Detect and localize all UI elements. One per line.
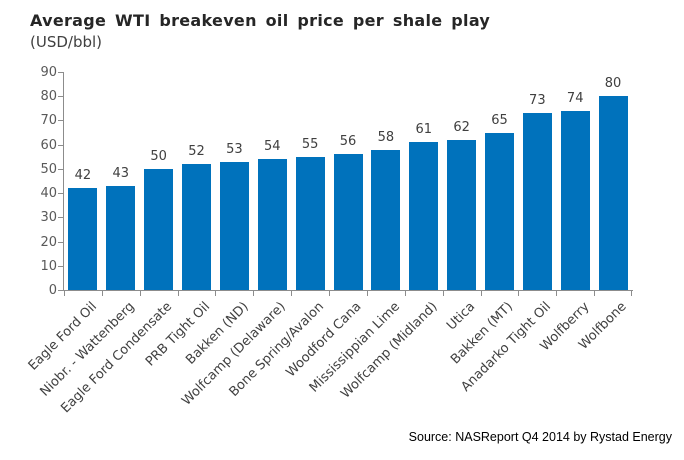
y-tick-label-50: 50: [40, 161, 57, 177]
y-tick-mark-50: [58, 168, 63, 170]
x-tick-mark-3: [177, 291, 179, 296]
bar-value-bone-spring-avalon: 55: [301, 136, 319, 152]
bar-woodford-cana: [333, 154, 363, 290]
bar-value-wolfberry: 74: [566, 90, 584, 106]
y-tick-label-60: 60: [40, 137, 57, 153]
x-tick-mark-8: [366, 291, 368, 296]
bar-value-anadarko-tight-oil: 73: [529, 93, 546, 109]
bar-utica: [447, 139, 477, 290]
y-tick-mark-0: [58, 290, 63, 291]
y-tick-label-40: 40: [40, 186, 57, 202]
x-tick-mark-13: [556, 291, 558, 296]
bar-value-woodford-cana: 56: [339, 134, 357, 150]
bar-wolfberry: [560, 110, 590, 290]
x-tick-mark-12: [518, 291, 520, 296]
y-tick-mark-20: [58, 241, 63, 243]
bar-mississippian-lime: [371, 149, 401, 290]
bar-eagle-ford-oil: [68, 188, 98, 290]
y-axis-line: [63, 72, 64, 291]
y-tick-mark-90: [58, 72, 63, 73]
bar-wolfcamp-midland: [409, 142, 439, 290]
bar-eagle-ford-condensate: [144, 168, 174, 290]
bar-prb-tight-oil: [182, 164, 212, 290]
bar-value-eagle-ford-oil: 42: [74, 168, 92, 184]
y-tick-mark-30: [58, 217, 63, 219]
bar-bakken-mt: [484, 132, 514, 290]
y-tick-label-30: 30: [40, 210, 57, 226]
source-note: Source: NASReport Q4 2014 by Rystad Ener…: [408, 430, 672, 444]
x-tick-mark-2: [139, 291, 141, 296]
y-tick-label-80: 80: [40, 89, 57, 105]
bar-value-prb-tight-oil: 52: [188, 144, 205, 160]
x-tick-mark-7: [329, 291, 331, 296]
bar-bone-spring-avalon: [295, 156, 325, 290]
y-tick-label-10: 10: [40, 258, 57, 274]
bar-wolfcamp-delaware: [257, 159, 287, 290]
y-tick-label-0: 0: [48, 283, 57, 298]
x-tick-mark-10: [442, 291, 444, 296]
bar-niobr-wattenberg: [106, 185, 136, 290]
bar-value-wolfcamp-delaware: 54: [263, 139, 281, 155]
y-tick-mark-10: [58, 265, 63, 267]
y-tick-mark-60: [58, 144, 63, 146]
y-tick-label-20: 20: [40, 234, 57, 250]
x-tick-mark-15: [631, 291, 632, 296]
y-tick-label-90: 90: [40, 65, 57, 80]
bar-bakken-nd: [219, 161, 249, 290]
x-tick-mark-1: [101, 291, 103, 296]
x-tick-mark-5: [253, 291, 255, 296]
x-tick-mark-0: [64, 291, 65, 296]
bar-value-wolfcamp-midland: 61: [415, 122, 432, 138]
y-tick-mark-80: [58, 96, 63, 98]
bar-value-niobr-wattenberg: 43: [112, 165, 130, 181]
bar-value-mississippian-lime: 58: [377, 129, 395, 145]
y-tick-mark-70: [58, 120, 63, 122]
bar-value-bakken-nd: 53: [226, 141, 243, 157]
y-tick-label-70: 70: [40, 113, 57, 129]
x-tick-mark-9: [404, 291, 406, 296]
x-category-label-utica: Utica: [444, 299, 479, 334]
x-tick-mark-11: [480, 291, 482, 296]
x-tick-mark-14: [594, 291, 596, 296]
y-tick-mark-40: [58, 193, 63, 195]
bar-wolfbone: [598, 96, 628, 290]
bar-value-utica: 62: [453, 119, 470, 135]
x-tick-mark-6: [291, 291, 293, 296]
bar-value-wolfbone: 80: [604, 76, 622, 92]
x-tick-mark-4: [215, 291, 217, 296]
plot-area: 0 10 20 30 40 50 60 70 80 90 42 Eagle Ford Oil 43 Ni…: [26, 66, 633, 416]
bar-value-eagle-ford-condensate: 50: [150, 148, 167, 164]
chart-title: Average WTI breakeven oil price per shal…: [30, 11, 491, 30]
x-axis-line: [63, 290, 633, 291]
bar-value-bakken-mt: 65: [491, 112, 508, 128]
bar-anadarko-tight-oil: [522, 113, 552, 290]
chart-subtitle: (USD/bbl): [30, 33, 103, 51]
